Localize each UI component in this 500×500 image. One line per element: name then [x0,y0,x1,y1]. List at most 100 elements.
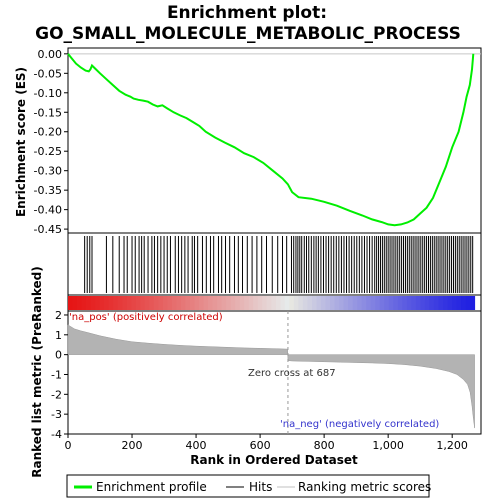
heatmap-cell [402,296,408,310]
metric-panel [67,310,482,435]
x-tick-label: 1,000 [372,439,404,452]
heatmap-cell [302,296,308,310]
heatmap-cell [162,296,168,310]
heatmap-cell [248,296,254,310]
es-tick-label: -0.20 [34,126,62,139]
heatmap-cell [280,296,286,310]
heatmap-cell [271,296,277,310]
heatmap-cell [339,296,345,310]
x-tick-label: 200 [122,439,143,452]
heatmap-cell [144,296,150,310]
es-tick-label: -0.40 [34,204,62,217]
rank-heatmap [68,296,476,310]
heatmap-cell [307,296,313,310]
heatmap-cell [176,296,182,310]
heatmap-cell [257,296,263,310]
heatmap-cell [167,296,173,310]
es-tick-label: 0.00 [38,48,63,61]
heatmap-cell [244,296,250,310]
heatmap-cell [81,296,87,310]
heatmap-cell [361,296,367,310]
heatmap-cell [217,296,223,310]
heatmap-cell [68,296,74,310]
heatmap-cell [226,296,232,310]
heatmap-cell [352,296,358,310]
heatmap-cell [86,296,92,310]
chart-title: Enrichment plot: [167,3,327,23]
heatmap-cell [253,296,259,310]
heatmap-cell [348,296,354,310]
heatmap-cell [447,296,453,310]
heatmap-cell [465,296,471,310]
heatmap-cell [470,296,476,310]
heatmap-cell [95,296,101,310]
heatmap-cell [298,296,304,310]
heatmap-cell [212,296,218,310]
metric-tick-label: -3 [51,408,62,421]
heatmap-cell [275,296,281,310]
metric-area-path [67,324,475,429]
heatmap-cell [330,296,336,310]
heatmap-cell [438,296,444,310]
metric-axis-label: Ranked list metric (PreRanked) [30,266,44,478]
heatmap-cell [77,296,83,310]
legend-enrichment-profile: Enrichment profile [96,480,207,494]
heatmap-cell [235,296,241,310]
metric-tick-label: -4 [51,428,62,441]
heatmap-cell [452,296,458,310]
heatmap-cell [343,296,349,310]
heatmap-cell [334,296,340,310]
heatmap-cell [456,296,462,310]
metric-axis: 2 1 0 -1 -2 -3 -4 [51,309,68,441]
heatmap-cell [90,296,96,310]
es-axis-label: Enrichment score (ES) [14,67,28,217]
heatmap-cell [379,296,385,310]
heatmap-cell [108,296,114,310]
heatmap-cell [311,296,317,310]
heatmap-cell [262,296,268,310]
heatmap-cell [397,296,403,310]
heatmap-cell [194,296,200,310]
es-tick-label: -0.45 [34,223,62,236]
x-tick-label: 0 [65,439,72,452]
heatmap-cell [461,296,467,310]
x-tick-label: 1,200 [436,439,468,452]
legend-ranking-metric: Ranking metric scores [298,480,431,494]
metric-tick-label: 2 [55,309,62,322]
metric-tick-label: -1 [51,368,62,381]
heatmap-cell [122,296,128,310]
heatmap-cell [429,296,435,310]
heatmap-cell [415,296,421,310]
es-tick-label: -0.05 [34,67,62,80]
heatmap-cell [420,296,426,310]
zero-cross-label: Zero cross at 687 [248,368,336,379]
es-tick-label: -0.25 [34,145,62,158]
x-tick-label: 400 [186,439,207,452]
heatmap-cell [406,296,412,310]
es-panel [67,47,482,234]
heatmap-cell [239,296,245,310]
heatmap-cell [140,296,146,310]
heatmap-cell [384,296,390,310]
heatmap-cell [149,296,155,310]
es-curve-group [67,53,475,227]
heatmap-cell [104,296,110,310]
pos-correlated-label: 'na_pos' (positively correlated) [69,312,223,323]
heatmap-cell [189,296,195,310]
heatmap-cell [113,296,119,310]
metric-tick-label: 0 [55,349,62,362]
x-axis-label: Rank in Ordered Dataset [190,453,358,467]
heatmap-cell [293,296,299,310]
hits-panel [67,232,482,296]
metric-tick-label: -2 [51,388,62,401]
heatmap-cell [357,296,363,310]
chart-subtitle: GO_SMALL_MOLECULE_METABOLIC_PROCESS [35,24,461,44]
heatmap-cell [126,296,132,310]
heatmap-cell [316,296,322,310]
heatmap-cell [366,296,372,310]
metric-tick-label: 1 [55,329,62,342]
es-axis: 0.00 -0.05 -0.10 -0.15 -0.20 -0.25 -0.30 -0.35 -… [34,48,68,236]
x-tick-label: 600 [250,439,271,452]
x-tick-label: 800 [314,439,335,452]
